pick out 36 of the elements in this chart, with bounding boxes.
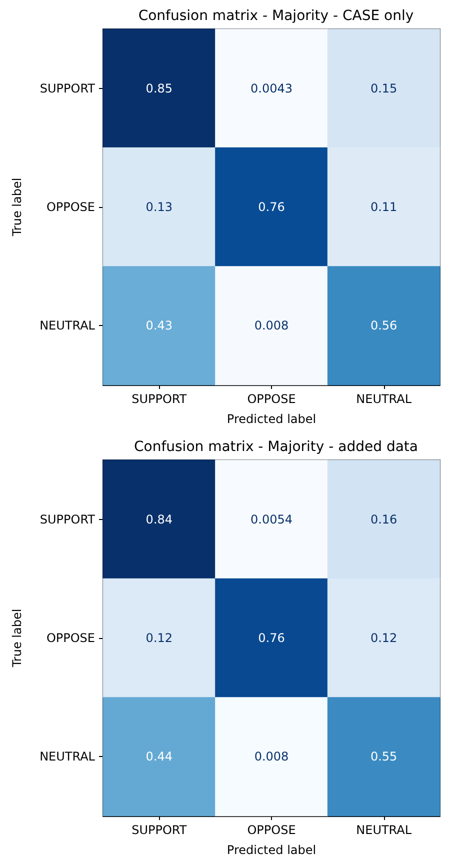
y-axis-title: True label [10,608,24,668]
x-axis-title: Predicted label [226,412,316,426]
data-label: 0.76 [258,631,285,645]
y-tick-label: NEUTRAL [40,318,96,333]
data-label: 0.76 [258,200,285,214]
data-label: 0.55 [370,750,398,764]
x-tick-label: OPPOSE [247,392,296,406]
y-tick-label: OPPOSE [46,200,95,214]
x-tick-label: SUPPORT [132,392,188,406]
data-label: 0.12 [370,631,398,645]
y-axis-title: True label [10,178,24,238]
data-label: 0.13 [146,200,173,214]
x-tick-label: SUPPORT [132,823,188,837]
data-label: 0.15 [370,81,398,96]
y-tick-label: OPPOSE [46,631,95,645]
data-label: 0.0043 [250,81,292,96]
x-tick-label: NEUTRAL [356,823,412,837]
data-label: 0.0054 [250,512,292,526]
data-label: 0.85 [146,81,173,96]
data-label: 0.44 [146,750,173,764]
x-axis-title: Predicted label [226,843,316,857]
chart-title: Confusion matrix - Majority - added data [134,439,418,455]
x-tick-label: OPPOSE [247,823,296,837]
y-tick-label: SUPPORT [40,512,96,526]
data-label: 0.008 [254,318,289,333]
data-label: 0.11 [370,200,398,214]
data-label: 0.84 [146,512,173,526]
x-tick-label: NEUTRAL [356,392,412,406]
data-label: 0.12 [146,631,173,645]
data-label: 0.16 [370,512,398,526]
data-label: 0.008 [254,750,289,764]
data-label: 0.43 [146,318,173,333]
data-label: 0.56 [370,318,398,333]
y-tick-label: NEUTRAL [40,750,96,764]
chart-title: Confusion matrix - Majority - CASE only [138,8,414,24]
y-tick-label: SUPPORT [40,81,96,96]
